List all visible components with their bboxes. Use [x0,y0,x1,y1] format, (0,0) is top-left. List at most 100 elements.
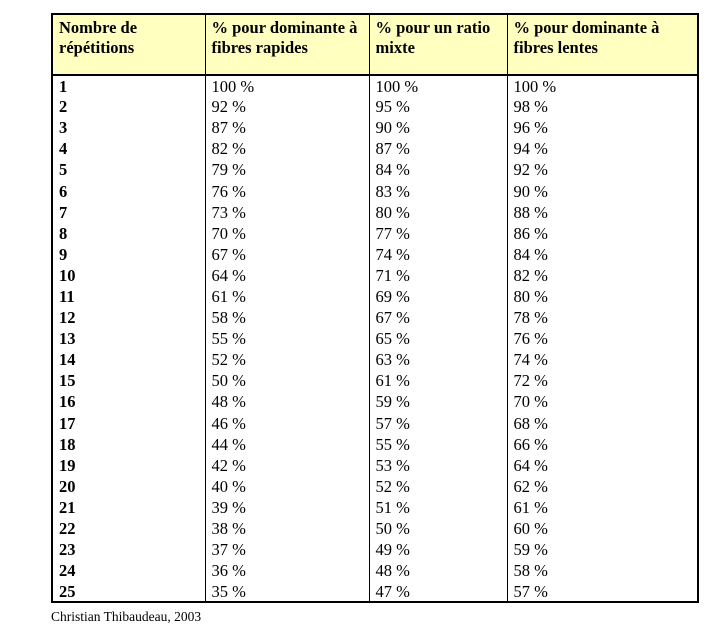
cell-fast-fibers: 40 % [204,475,370,497]
header-mixed-ratio: % pour un ratio mixte [368,13,508,76]
cell-repetitions: 7 [51,201,206,223]
cell-mixed-ratio: 57 % [368,412,508,434]
table-row: 15 50 % 61 % 72 % [51,370,699,392]
cell-slow-fibers: 98 % [506,96,699,118]
cell-mixed-ratio: 49 % [368,539,508,561]
table-row: 3 87 % 90 % 96 % [51,117,699,139]
cell-fast-fibers: 55 % [204,328,370,350]
cell-slow-fibers: 90 % [506,180,699,202]
cell-mixed-ratio: 61 % [368,370,508,392]
table-header-row: Nombre de répétitions % pour dominante à… [51,13,699,76]
cell-slow-fibers: 86 % [506,222,699,244]
cell-mixed-ratio: 84 % [368,159,508,181]
cell-mixed-ratio: 69 % [368,285,508,308]
cell-fast-fibers: 73 % [204,201,370,223]
table-row: 23 37 % 49 % 59 % [51,539,699,561]
cell-slow-fibers: 80 % [506,285,699,308]
cell-slow-fibers: 92 % [506,159,699,181]
cell-mixed-ratio: 65 % [368,328,508,350]
cell-fast-fibers: 79 % [204,159,370,181]
cell-mixed-ratio: 63 % [368,349,508,371]
cell-repetitions: 24 [51,560,206,582]
table-body: 1 100 % 100 % 100 % 2 92 % 95 % 98 % 3 87 % 90 % 96… [51,75,699,604]
cell-slow-fibers: 68 % [506,412,699,434]
table-row: 4 82 % 87 % 94 % [51,138,699,160]
cell-repetitions: 2 [51,96,206,118]
repetitions-percentage-table: Nombre de répétitions % pour dominante à… [51,13,699,604]
cell-mixed-ratio: 53 % [368,454,508,476]
cell-slow-fibers: 74 % [506,349,699,371]
cell-fast-fibers: 48 % [204,391,370,413]
table-row: 18 44 % 55 % 66 % [51,433,699,455]
cell-mixed-ratio: 52 % [368,475,508,497]
cell-fast-fibers: 46 % [204,412,370,434]
table-row: 6 76 % 83 % 90 % [51,180,699,202]
cell-fast-fibers: 50 % [204,370,370,392]
cell-repetitions: 20 [51,475,206,497]
cell-fast-fibers: 61 % [204,285,370,308]
table-row: 21 39 % 51 % 61 % [51,496,699,518]
cell-mixed-ratio: 48 % [368,560,508,582]
table-row: 13 55 % 65 % 76 % [51,328,699,350]
cell-mixed-ratio: 67 % [368,307,508,329]
cell-repetitions: 6 [51,180,206,202]
cell-fast-fibers: 76 % [204,180,370,202]
cell-fast-fibers: 39 % [204,496,370,518]
cell-mixed-ratio: 59 % [368,391,508,413]
cell-repetitions: 21 [51,496,206,518]
cell-repetitions: 8 [51,222,206,244]
cell-slow-fibers: 64 % [506,454,699,476]
cell-repetitions: 23 [51,539,206,561]
cell-fast-fibers: 58 % [204,307,370,329]
table-row: 17 46 % 57 % 68 % [51,412,699,434]
cell-fast-fibers: 64 % [204,264,370,286]
cell-repetitions: 9 [51,243,206,265]
cell-fast-fibers: 70 % [204,222,370,244]
table-row: 5 79 % 84 % 92 % [51,159,699,181]
cell-repetitions: 3 [51,117,206,139]
table-row: 20 40 % 52 % 62 % [51,475,699,497]
cell-slow-fibers: 94 % [506,138,699,160]
cell-slow-fibers: 57 % [506,581,699,604]
cell-slow-fibers: 62 % [506,475,699,497]
cell-mixed-ratio: 71 % [368,264,508,286]
cell-repetitions: 5 [51,159,206,181]
cell-repetitions: 11 [51,285,206,308]
cell-repetitions: 15 [51,370,206,392]
cell-fast-fibers: 38 % [204,517,370,540]
cell-mixed-ratio: 95 % [368,96,508,118]
cell-repetitions: 4 [51,138,206,160]
cell-repetitions: 12 [51,307,206,329]
cell-slow-fibers: 70 % [506,391,699,413]
cell-mixed-ratio: 55 % [368,433,508,455]
table-row: 11 61 % 69 % 80 % [51,285,699,308]
cell-mixed-ratio: 100 % [368,75,508,97]
cell-mixed-ratio: 90 % [368,117,508,139]
cell-slow-fibers: 84 % [506,243,699,265]
cell-mixed-ratio: 80 % [368,201,508,223]
cell-repetitions: 1 [51,75,206,97]
cell-fast-fibers: 52 % [204,349,370,371]
table-row: 9 67 % 74 % 84 % [51,243,699,265]
cell-mixed-ratio: 50 % [368,517,508,540]
cell-fast-fibers: 37 % [204,539,370,561]
table-row: 10 64 % 71 % 82 % [51,264,699,286]
table-row: 12 58 % 67 % 78 % [51,307,699,329]
header-repetitions: Nombre de répétitions [51,13,206,76]
cell-repetitions: 14 [51,349,206,371]
table-row: 24 36 % 48 % 58 % [51,560,699,582]
cell-repetitions: 17 [51,412,206,434]
cell-fast-fibers: 87 % [204,117,370,139]
cell-mixed-ratio: 77 % [368,222,508,244]
cell-slow-fibers: 88 % [506,201,699,223]
table-row: 25 35 % 47 % 57 % [51,581,699,604]
cell-mixed-ratio: 83 % [368,180,508,202]
cell-slow-fibers: 78 % [506,307,699,329]
cell-fast-fibers: 42 % [204,454,370,476]
cell-fast-fibers: 67 % [204,243,370,265]
cell-repetitions: 25 [51,581,206,604]
cell-fast-fibers: 82 % [204,138,370,160]
cell-fast-fibers: 35 % [204,581,370,604]
table-row: 19 42 % 53 % 64 % [51,454,699,476]
cell-slow-fibers: 58 % [506,560,699,582]
